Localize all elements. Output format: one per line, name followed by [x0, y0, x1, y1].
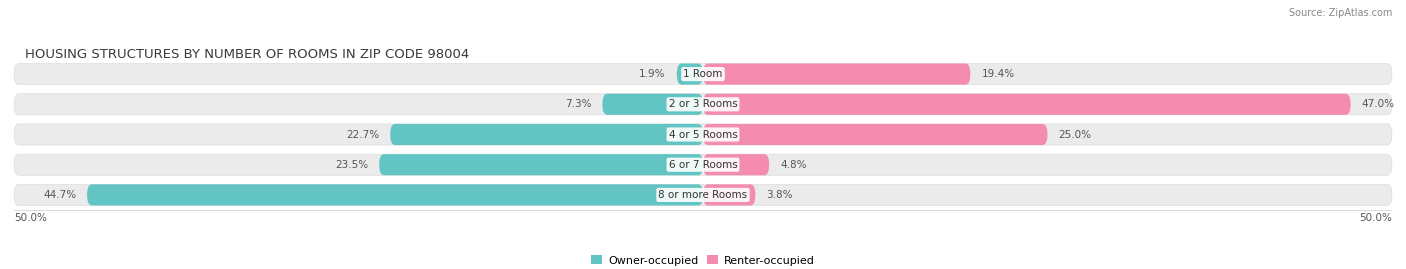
Text: 7.3%: 7.3% [565, 99, 592, 109]
FancyBboxPatch shape [380, 154, 703, 175]
Text: 50.0%: 50.0% [14, 214, 46, 224]
Text: 47.0%: 47.0% [1361, 99, 1395, 109]
Text: 6 or 7 Rooms: 6 or 7 Rooms [669, 160, 737, 170]
Text: 25.0%: 25.0% [1059, 129, 1091, 140]
Text: 2 or 3 Rooms: 2 or 3 Rooms [669, 99, 737, 109]
Text: 4.8%: 4.8% [780, 160, 807, 170]
Text: 4 or 5 Rooms: 4 or 5 Rooms [669, 129, 737, 140]
Text: 19.4%: 19.4% [981, 69, 1015, 79]
Text: 50.0%: 50.0% [1360, 214, 1392, 224]
Text: 44.7%: 44.7% [44, 190, 76, 200]
FancyBboxPatch shape [87, 184, 703, 206]
FancyBboxPatch shape [391, 124, 703, 145]
FancyBboxPatch shape [14, 124, 1392, 145]
Text: 3.8%: 3.8% [766, 190, 793, 200]
FancyBboxPatch shape [703, 63, 970, 85]
FancyBboxPatch shape [14, 184, 1392, 206]
Text: 8 or more Rooms: 8 or more Rooms [658, 190, 748, 200]
FancyBboxPatch shape [14, 63, 1392, 85]
Text: 1.9%: 1.9% [640, 69, 666, 79]
FancyBboxPatch shape [602, 94, 703, 115]
FancyBboxPatch shape [14, 154, 1392, 175]
Text: 23.5%: 23.5% [335, 160, 368, 170]
Text: 22.7%: 22.7% [346, 129, 380, 140]
Legend: Owner-occupied, Renter-occupied: Owner-occupied, Renter-occupied [586, 251, 820, 269]
FancyBboxPatch shape [703, 154, 769, 175]
FancyBboxPatch shape [703, 94, 1351, 115]
FancyBboxPatch shape [703, 124, 1047, 145]
FancyBboxPatch shape [676, 63, 703, 85]
Text: HOUSING STRUCTURES BY NUMBER OF ROOMS IN ZIP CODE 98004: HOUSING STRUCTURES BY NUMBER OF ROOMS IN… [25, 48, 470, 61]
FancyBboxPatch shape [14, 94, 1392, 115]
Text: Source: ZipAtlas.com: Source: ZipAtlas.com [1288, 8, 1392, 18]
FancyBboxPatch shape [703, 184, 755, 206]
Text: 1 Room: 1 Room [683, 69, 723, 79]
